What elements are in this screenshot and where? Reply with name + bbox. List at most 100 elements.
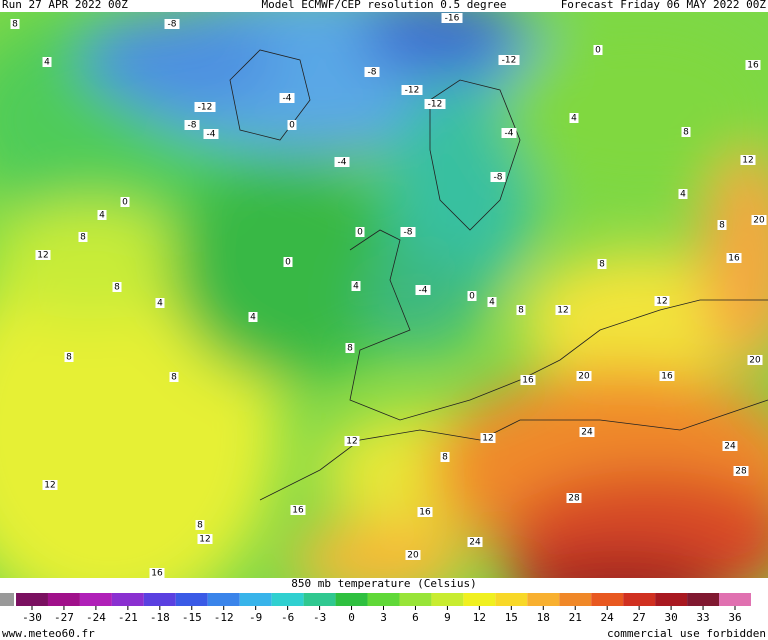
- colorbar-tick-label: -24: [86, 611, 106, 624]
- contour-label-box: [516, 305, 526, 315]
- contour-label-box: [344, 436, 360, 446]
- colorbar-tick-label: 15: [505, 611, 518, 624]
- coastline: [259, 399, 768, 501]
- contour-label: 16: [151, 569, 163, 579]
- contour-label-box: [10, 19, 20, 29]
- colorbar-tick-label: 21: [569, 611, 582, 624]
- contour-label-box: [64, 352, 74, 362]
- colorbar-tick-label: 36: [728, 611, 741, 624]
- contour-label-box: [42, 57, 52, 67]
- colorbar-tick-label: 6: [412, 611, 419, 624]
- contour-label: 8: [197, 521, 203, 531]
- colorbar-segment: [271, 593, 304, 606]
- contour-label: 8: [171, 373, 177, 383]
- colorbar-segment: [463, 593, 496, 606]
- colorbar-segment: [111, 593, 144, 606]
- colorbar-segment: [303, 593, 336, 606]
- header-band: [0, 0, 768, 12]
- contour-label-box: [364, 67, 380, 77]
- contour-label: 28: [568, 494, 580, 504]
- colorbar-tick-label: -27: [54, 611, 74, 624]
- contour-label-box: [279, 93, 295, 103]
- contour-label-box: [400, 227, 416, 237]
- contour-labels: 8 -8-160164-8-4-12-12-12-8-40-12-44812-4-…: [10, 13, 767, 579]
- coastline: [429, 79, 521, 231]
- contour-label: -12: [428, 100, 443, 110]
- contour-label-box: [184, 120, 200, 130]
- contour-label-box: [197, 534, 213, 544]
- colorbar-segment: [16, 593, 48, 606]
- contour-label-box: [112, 282, 122, 292]
- contour-label-box: [569, 113, 579, 123]
- contour-label-box: [355, 227, 365, 237]
- colorbar-segment: [495, 593, 528, 606]
- contour-label: -8: [368, 68, 377, 78]
- contour-label-box: [678, 189, 688, 199]
- usage-notice: commercial use forbidden: [607, 627, 766, 640]
- contour-label: -8: [404, 228, 413, 238]
- colorbar-segment: [335, 593, 368, 606]
- contour-label-box: [345, 343, 355, 353]
- colorbar-tick-label: 0: [348, 611, 355, 624]
- contour-label: 24: [581, 428, 593, 438]
- contour-label: -12: [198, 103, 213, 113]
- contour-label-box: [283, 257, 293, 267]
- contour-label: 0: [285, 258, 291, 268]
- contour-label: 16: [728, 254, 740, 264]
- colorbar-segment: [655, 593, 688, 606]
- contour-label: 12: [199, 535, 210, 545]
- colorbar-segment: [207, 593, 240, 606]
- contour-label: 8: [599, 260, 605, 270]
- colorbar-tick-label: 30: [664, 611, 677, 624]
- contour-label: -8: [168, 20, 177, 30]
- contour-label-box: [120, 197, 130, 207]
- colorbar-tick-label: -30: [22, 611, 42, 624]
- contour-label-box: [740, 155, 756, 165]
- contour-label: 8: [347, 344, 353, 354]
- contour-label: -4: [419, 286, 428, 296]
- colorbar-segment: [143, 593, 176, 606]
- colorbar: -30 -27 -24 -21 -18 -15 -12 -9 -6 -3 0 3 6 9 12 15 18 21 2…: [0, 593, 751, 624]
- contour-label-box: [203, 129, 219, 139]
- contour-label-box: [487, 297, 497, 307]
- contour-label-box: [593, 45, 603, 55]
- contour-label: 8: [442, 453, 448, 463]
- contour-label: 20: [407, 551, 419, 561]
- contour-label-box: [405, 550, 421, 560]
- colorbar-segment: [623, 593, 656, 606]
- colorbar-under: [0, 593, 14, 606]
- colorbar-tick-label: -21: [118, 611, 138, 624]
- contour-label-box: [745, 60, 761, 70]
- contour-label-box: [441, 13, 463, 23]
- contour-label-box: [490, 172, 506, 182]
- colorbar-segment: [719, 593, 751, 606]
- contour-label-box: [401, 85, 423, 95]
- contour-label-box: [747, 355, 763, 365]
- contour-label-box: [42, 480, 58, 490]
- contour-label: -12: [405, 86, 420, 96]
- contour-label: 4: [571, 114, 577, 124]
- colorbar-segment: [399, 593, 432, 606]
- contour-label-box: [287, 120, 297, 130]
- contour-label: 20: [749, 356, 761, 366]
- contour-label: -4: [207, 130, 216, 140]
- contour-label: 4: [353, 282, 359, 292]
- contour-label: 8: [12, 20, 18, 30]
- contour-label: 8: [719, 221, 725, 231]
- contour-label: -12: [502, 56, 517, 66]
- contour-label: -8: [188, 121, 197, 131]
- contour-label-box: [659, 371, 675, 381]
- model-info: Model ECMWF/CEP resolution 0.5 degree: [261, 0, 506, 11]
- contour-label-box: [733, 466, 749, 476]
- contour-label: 8: [66, 353, 72, 363]
- contour-label-box: [248, 312, 258, 322]
- contour-label: 12: [346, 437, 357, 447]
- contour-label-box: [424, 99, 446, 109]
- contour-label: 4: [157, 299, 163, 309]
- contour-label: -4: [505, 129, 514, 139]
- colorbar-segment: [367, 593, 400, 606]
- contour-label-box: [566, 493, 582, 503]
- contour-label-box: [290, 505, 306, 515]
- contour-label: -4: [283, 94, 292, 104]
